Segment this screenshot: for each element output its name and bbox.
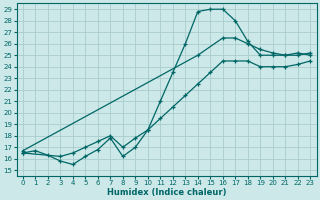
X-axis label: Humidex (Indice chaleur): Humidex (Indice chaleur): [107, 188, 226, 197]
